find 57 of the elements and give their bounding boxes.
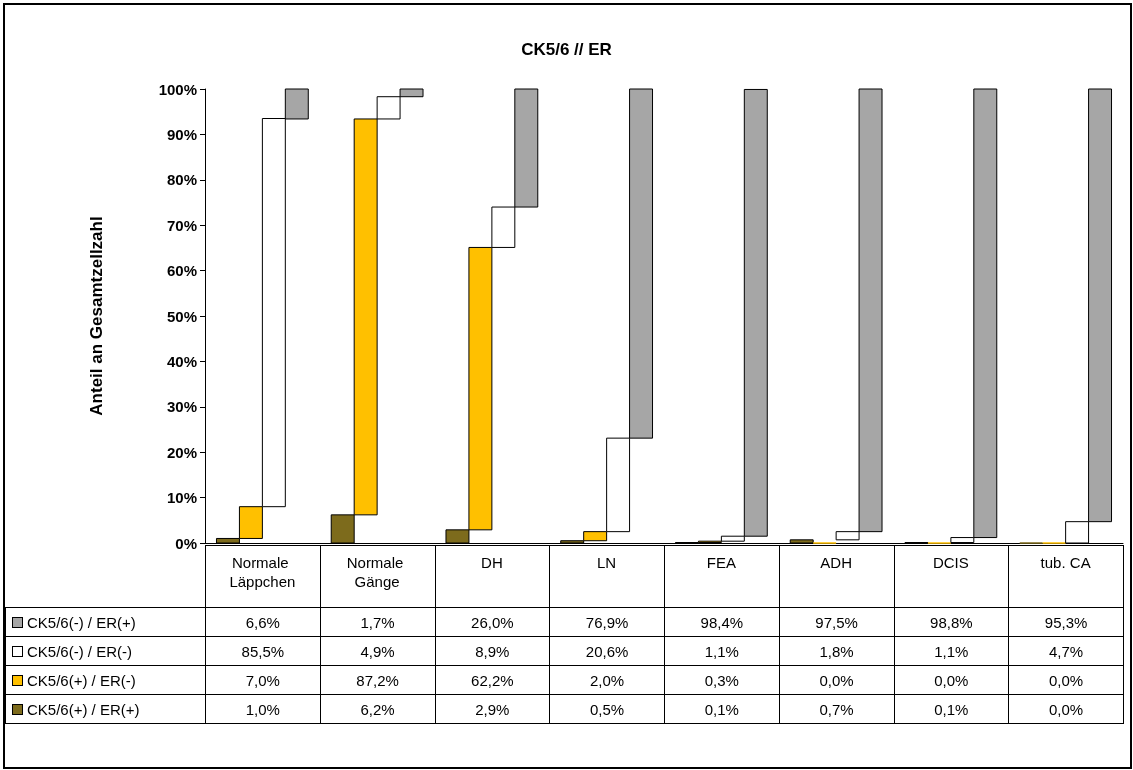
data-label: 7,0% [205, 665, 321, 695]
y-tick-label: 50% [166, 307, 197, 325]
x-tick-label: Normale Läppchen [229, 554, 296, 590]
data-label: 0,1% [893, 694, 1010, 724]
data-label: 0,3% [664, 665, 780, 695]
y-tick-label: 90% [166, 125, 197, 143]
data-label: 6,6% [205, 607, 321, 637]
data-label: 87,2% [319, 665, 436, 695]
y-tick-label: 100% [158, 80, 197, 98]
data-label: 26,0% [434, 607, 551, 637]
data-label: 4,9% [319, 636, 436, 666]
x-tick-label: Normale Gänge [346, 554, 408, 590]
legend-label: CK5/6(-) / ER(+) [27, 613, 136, 631]
data-label: 0,0% [1008, 665, 1124, 695]
data-label: 0,0% [893, 665, 1010, 695]
data-label: 0,1% [664, 694, 780, 724]
data-label: 20,6% [549, 636, 665, 666]
y-axis-title: Anteil an Gesamtzellzahl [87, 216, 106, 416]
x-tick-label: LN [597, 554, 617, 571]
data-label: 0,5% [549, 694, 665, 724]
y-tick-label: 30% [166, 398, 197, 416]
y-tick-label: 80% [166, 171, 197, 189]
data-label: 95,3% [1008, 607, 1124, 637]
data-label: 62,2% [434, 665, 551, 695]
data-label: 1,1% [893, 636, 1010, 666]
data-label: 76,9% [549, 607, 665, 637]
data-label: 98,8% [893, 607, 1010, 637]
data-label: 1,0% [205, 694, 321, 724]
legend-label: CK5/6(-) / ER(-) [27, 642, 132, 660]
data-label: 85,5% [205, 636, 321, 666]
data-label: 6,2% [319, 694, 436, 724]
x-tick-label: ADH [820, 554, 852, 571]
y-tick-label: 0% [175, 534, 197, 552]
data-label: 97,5% [778, 607, 895, 637]
data-label: 98,4% [664, 607, 780, 637]
data-label: 1,1% [664, 636, 780, 666]
data-label: 1,8% [778, 636, 895, 666]
y-tick-label: 20% [166, 443, 197, 461]
y-tick-label: 10% [166, 489, 197, 507]
x-tick-label: DH [481, 554, 503, 571]
data-label: 2,0% [549, 665, 665, 695]
x-tick-label: DCIS [932, 554, 969, 571]
data-label: 1,7% [319, 607, 436, 637]
data-label: 0,0% [778, 665, 895, 695]
data-label: 2,9% [434, 694, 551, 724]
data-label: 8,9% [434, 636, 551, 666]
x-tick-label: tub. CA [1040, 554, 1091, 571]
chart-title: CK5/6 // ER [521, 40, 612, 59]
y-tick-label: 60% [166, 262, 197, 280]
data-label: 0,7% [778, 694, 895, 724]
y-tick-label: 40% [166, 352, 197, 370]
x-tick-label: FEA [706, 554, 736, 571]
y-tick-label: 70% [166, 216, 197, 234]
legend-label: CK5/6(+) / ER(+) [27, 700, 140, 718]
legend-label: CK5/6(+) / ER(-) [27, 671, 136, 689]
data-label: 0,0% [1008, 694, 1124, 724]
data-label: 4,7% [1008, 636, 1124, 666]
